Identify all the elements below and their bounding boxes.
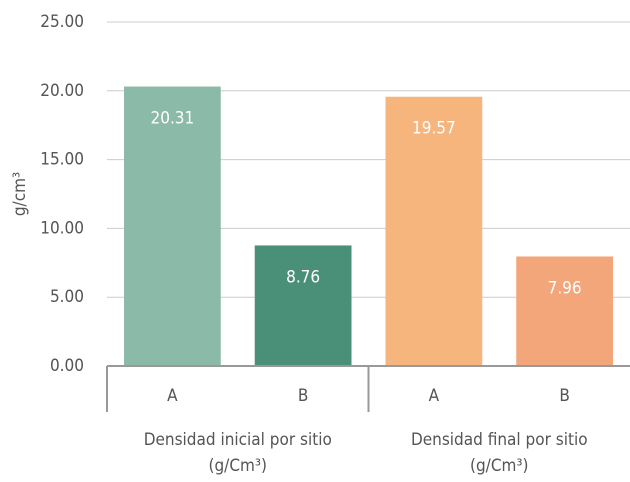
group-label: Densidad final por sitio xyxy=(411,430,588,450)
bar xyxy=(254,245,352,366)
x-tick-label: A xyxy=(429,386,440,406)
bar xyxy=(123,86,221,367)
x-tick-label: B xyxy=(298,386,309,406)
y-axis-label: g/cm³ xyxy=(10,172,30,216)
x-tick-label: B xyxy=(559,386,570,406)
value-label: 7.96 xyxy=(548,278,582,298)
group-label: (g/Cm³) xyxy=(208,456,267,476)
group-label: (g/Cm³) xyxy=(470,456,529,476)
value-label: 19.57 xyxy=(412,119,456,139)
y-tick-label: 25.00 xyxy=(40,12,84,32)
y-tick-label: 0.00 xyxy=(50,356,84,376)
group-label: Densidad inicial por sitio xyxy=(144,430,332,450)
y-tick-label: 20.00 xyxy=(40,81,84,101)
x-tick-label: A xyxy=(167,386,178,406)
bar xyxy=(516,256,614,366)
y-tick-label: 5.00 xyxy=(50,287,84,307)
bar xyxy=(385,96,483,366)
value-label: 8.76 xyxy=(286,267,320,287)
y-tick-label: 10.00 xyxy=(40,218,84,238)
value-label: 20.31 xyxy=(150,109,194,129)
y-tick-label: 15.00 xyxy=(40,150,84,170)
